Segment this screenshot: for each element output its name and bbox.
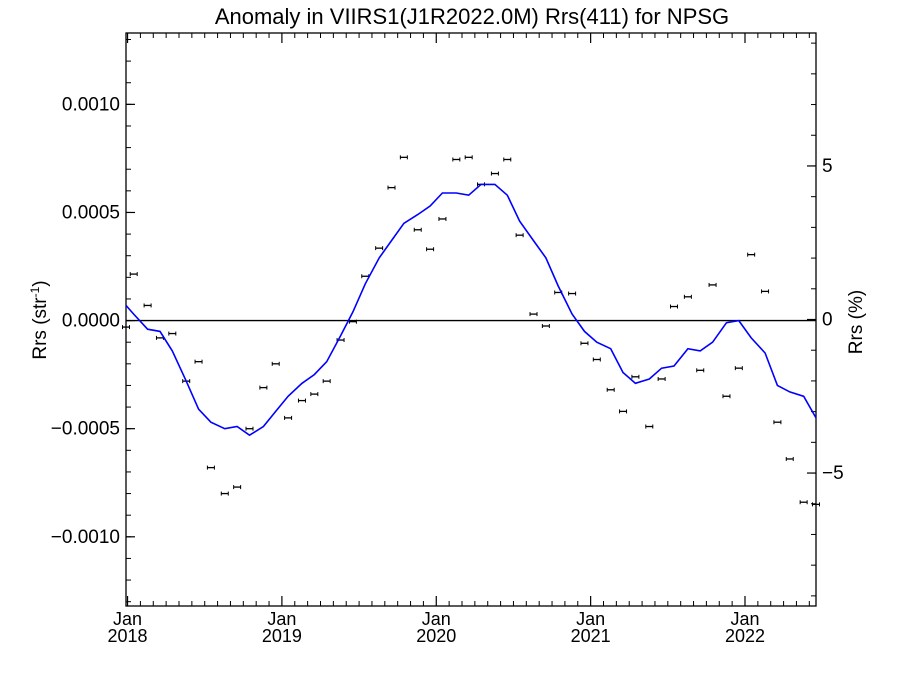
data-point xyxy=(206,465,215,470)
y-tick-label-left: 0.0005 xyxy=(62,202,120,223)
data-point xyxy=(529,312,538,317)
data-point xyxy=(606,387,615,392)
data-point xyxy=(399,155,408,160)
data-point xyxy=(322,379,331,384)
y-tick-label-right: 0 xyxy=(822,310,833,331)
data-point xyxy=(645,424,654,429)
data-point xyxy=(503,157,512,162)
data-point xyxy=(490,171,499,176)
plot-frame xyxy=(125,32,817,607)
data-point xyxy=(734,366,743,371)
data-point xyxy=(722,394,731,399)
x-tick-label-month: Jan xyxy=(422,609,451,629)
data-point xyxy=(657,376,666,381)
data-series xyxy=(122,155,820,507)
data-point xyxy=(129,272,138,277)
data-point xyxy=(799,500,808,505)
x-tick-label-month: Jan xyxy=(267,609,296,629)
data-point xyxy=(631,374,640,379)
data-point xyxy=(515,233,524,238)
data-point xyxy=(375,246,384,251)
data-point xyxy=(747,252,756,257)
data-point xyxy=(297,398,306,403)
data-point xyxy=(669,304,678,309)
x-tick-label-month: Jan xyxy=(730,609,759,629)
data-point xyxy=(426,247,435,252)
y-axis-label-left: Rrs (str-1) xyxy=(28,280,51,359)
data-point xyxy=(259,385,268,390)
data-point xyxy=(568,291,577,296)
y-tick-label-right: −5 xyxy=(822,463,844,484)
y-tick-label-left: −0.0005 xyxy=(51,419,120,440)
data-point xyxy=(194,359,203,364)
data-point xyxy=(122,325,130,330)
data-point xyxy=(413,227,422,232)
data-point xyxy=(619,409,628,414)
data-point xyxy=(245,426,254,431)
data-point xyxy=(683,294,692,299)
data-point xyxy=(708,282,717,287)
climatology-line xyxy=(125,183,817,437)
data-point xyxy=(812,502,820,507)
data-point xyxy=(580,341,589,346)
y-tick-label-left: 0.0000 xyxy=(62,311,120,332)
data-point xyxy=(143,303,152,308)
x-tick-label-month: Jan xyxy=(576,609,605,629)
x-tick-label-year: 2022 xyxy=(725,626,765,646)
data-point xyxy=(761,289,770,294)
data-point xyxy=(310,392,319,397)
x-tick-label-year: 2021 xyxy=(571,626,611,646)
x-tick-label-month: Jan xyxy=(113,609,142,629)
data-point xyxy=(284,415,293,420)
data-point xyxy=(696,368,705,373)
y-tick-label-right: 5 xyxy=(822,156,833,177)
x-tick-label-year: 2019 xyxy=(262,626,302,646)
y-axis-label-right: Rrs (%) xyxy=(846,290,867,354)
data-point xyxy=(271,361,280,366)
data-point xyxy=(220,491,229,496)
data-point xyxy=(541,323,550,328)
data-point xyxy=(233,485,242,490)
plot-axes: 0.00100.00050.0000−0.0005−0.001050−5Jan2… xyxy=(51,32,844,646)
data-point xyxy=(773,420,782,425)
data-point xyxy=(168,331,177,336)
data-point xyxy=(592,357,601,362)
y-tick-label-left: −0.0010 xyxy=(51,527,120,548)
data-point xyxy=(452,157,461,162)
data-point xyxy=(464,155,473,160)
chart-title: Anomaly in VIIRS1(J1R2022.0M) Rrs(411) f… xyxy=(215,4,729,29)
data-point xyxy=(387,185,396,190)
y-tick-label-left: 0.0010 xyxy=(62,94,120,115)
data-point xyxy=(438,216,447,221)
x-tick-label-year: 2020 xyxy=(416,626,456,646)
data-point xyxy=(785,456,794,461)
x-tick-label-year: 2018 xyxy=(108,626,148,646)
